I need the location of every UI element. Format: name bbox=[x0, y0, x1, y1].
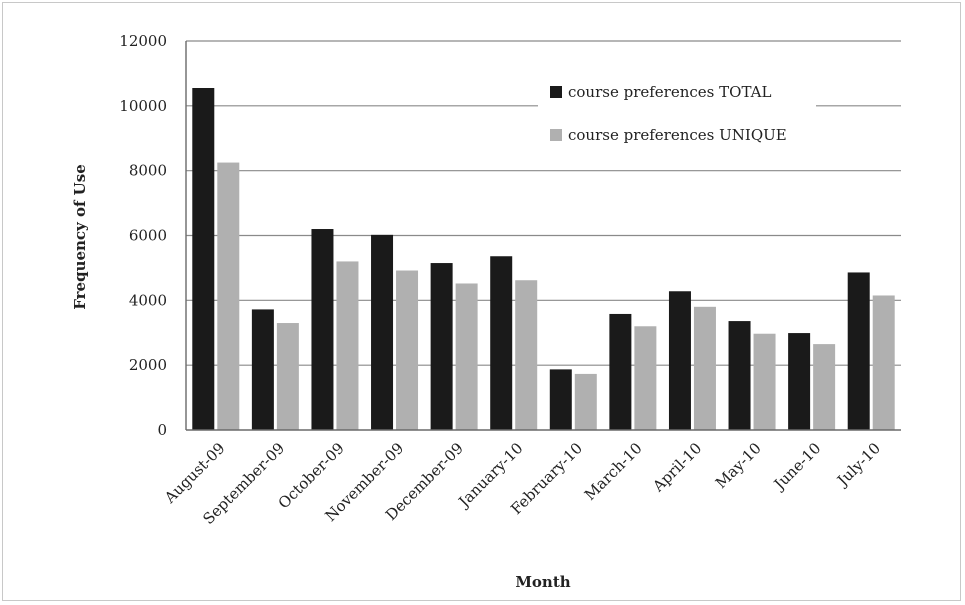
legend-swatch-unique bbox=[550, 129, 562, 141]
bar-total bbox=[788, 333, 811, 430]
legend-label-unique: course preferences UNIQUE bbox=[568, 126, 787, 144]
axes bbox=[185, 41, 901, 431]
y-axis-title: Frequency of Use bbox=[71, 164, 89, 310]
bar-unique bbox=[574, 373, 597, 430]
y-tick-label: 10000 bbox=[119, 97, 167, 115]
bar-unique bbox=[753, 333, 776, 430]
x-tick-label: June-10 bbox=[769, 439, 824, 494]
bar-total bbox=[430, 263, 453, 430]
x-tick-labels: August-09September-09October-09November-… bbox=[160, 439, 884, 528]
legend-background bbox=[538, 73, 816, 161]
legend-label-total: course preferences TOTAL bbox=[568, 83, 771, 101]
bar-total bbox=[490, 256, 513, 430]
bar-unique bbox=[515, 280, 538, 430]
bar-total bbox=[192, 88, 215, 431]
y-tick-label: 8000 bbox=[129, 162, 167, 180]
bar-total bbox=[609, 313, 632, 430]
bar-unique bbox=[872, 295, 895, 430]
bar-total bbox=[728, 321, 751, 430]
y-tick-label: 12000 bbox=[119, 32, 167, 50]
y-tick-label: 4000 bbox=[129, 291, 167, 309]
y-tick-label: 0 bbox=[157, 421, 167, 439]
bar-chart: 0 2000 4000 6000 8000 10000 12000 August-09Sep… bbox=[71, 32, 901, 591]
x-tick-label: July-10 bbox=[832, 439, 884, 491]
bar-total bbox=[371, 234, 394, 430]
bar-total bbox=[668, 291, 691, 430]
bar-unique bbox=[276, 323, 299, 430]
y-tick-label: 2000 bbox=[129, 356, 167, 374]
x-axis-title: Month bbox=[515, 573, 570, 591]
legend-swatch-total bbox=[550, 86, 562, 98]
bar-unique bbox=[455, 283, 478, 430]
x-tick-label: April-10 bbox=[648, 439, 705, 496]
bar-total bbox=[847, 272, 870, 430]
bar-unique bbox=[396, 270, 419, 430]
bar-total bbox=[311, 229, 334, 430]
x-tick-label: March-10 bbox=[581, 439, 646, 504]
bar-unique bbox=[693, 306, 716, 430]
bar-unique bbox=[813, 344, 836, 430]
bar-total bbox=[549, 369, 572, 430]
y-tick-labels: 0 2000 4000 6000 8000 10000 12000 bbox=[119, 32, 167, 439]
bar-unique bbox=[217, 162, 240, 430]
bar-unique bbox=[634, 326, 657, 430]
bars bbox=[192, 88, 895, 431]
x-tick-label: May-10 bbox=[712, 439, 765, 492]
bar-total bbox=[251, 309, 274, 430]
y-tick-label: 6000 bbox=[129, 227, 167, 245]
bar-unique bbox=[336, 261, 359, 430]
